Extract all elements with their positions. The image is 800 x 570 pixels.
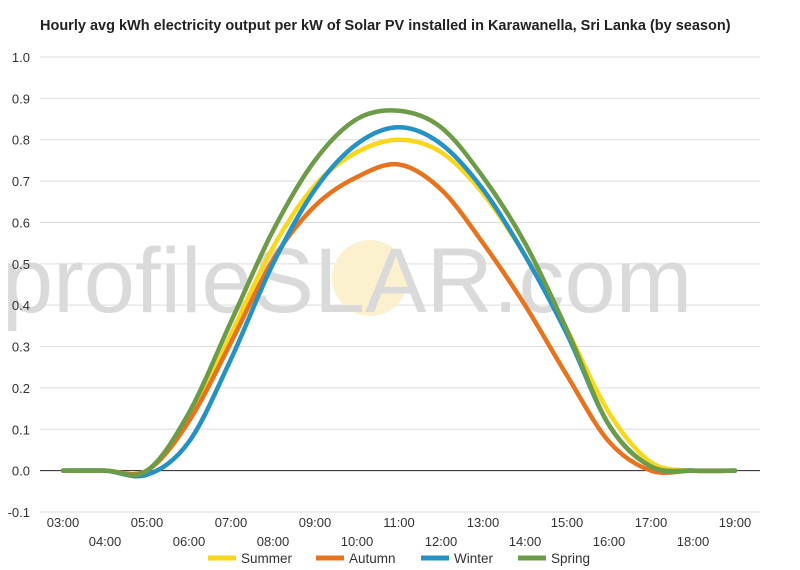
x-tick-label: 03:00 [47,515,80,530]
series-lines [60,108,738,479]
y-tick-label: 0.3 [12,340,30,355]
x-tick-label: 14:00 [509,534,542,549]
x-tick-label: 04:00 [89,534,122,549]
x-tick-label: 10:00 [341,534,374,549]
y-tick-label: 0.0 [12,464,30,479]
watermark-sun-icon [332,240,408,316]
legend: Summer Autumn Winter Spring [208,551,590,566]
y-axis-ticks: 1.0 0.9 0.8 0.7 0.6 0.5 0.4 0.3 0.2 0.1 0.0 -0.1 [8,50,30,520]
legend-item-autumn: Autumn [316,551,396,566]
y-tick-label: 0.1 [12,422,30,437]
x-tick-label: 18:00 [677,534,710,549]
x-tick-label: 05:00 [131,515,164,530]
x-tick-label: 09:00 [299,515,332,530]
x-tick-label: 16:00 [593,534,626,549]
x-tick-label: 15:00 [551,515,584,530]
legend-label: Winter [454,551,494,566]
watermark-text: profileSLAR.com [2,230,692,332]
legend-label: Summer [241,551,293,566]
x-tick-label: 07:00 [215,515,248,530]
legend-item-summer: Summer [208,551,293,566]
y-tick-label: 0.4 [12,298,30,313]
x-axis-ticks: 03:00 04:00 05:00 06:00 07:00 08:00 09:00 10:00… [47,515,752,549]
y-tick-label: 0.6 [12,215,30,230]
y-tick-label: -0.1 [8,505,30,520]
legend-label: Spring [551,551,590,566]
x-tick-label: 13:00 [467,515,500,530]
legend-label: Autumn [349,551,396,566]
y-tick-label: 0.2 [12,381,30,396]
x-tick-label: 06:00 [173,534,206,549]
watermark: profileSLAR.com [2,230,692,332]
legend-item-spring: Spring [518,551,590,566]
x-tick-label: 11:00 [383,515,415,530]
x-tick-label: 19:00 [719,515,752,530]
series-line-spring [60,108,738,478]
x-tick-label: 17:00 [635,515,668,530]
y-tick-label: 1.0 [12,50,30,65]
y-tick-label: 0.7 [12,174,30,189]
legend-item-winter: Winter [421,551,494,566]
y-tick-label: 0.9 [12,91,30,106]
y-tick-label: 0.5 [12,257,30,272]
x-tick-label: 08:00 [257,534,290,549]
chart-title: Hourly avg kWh electricity output per kW… [40,18,731,34]
x-tick-label: 12:00 [425,534,458,549]
series-line-autumn [60,161,738,477]
y-tick-label: 0.8 [12,133,30,148]
gridlines [40,56,760,513]
